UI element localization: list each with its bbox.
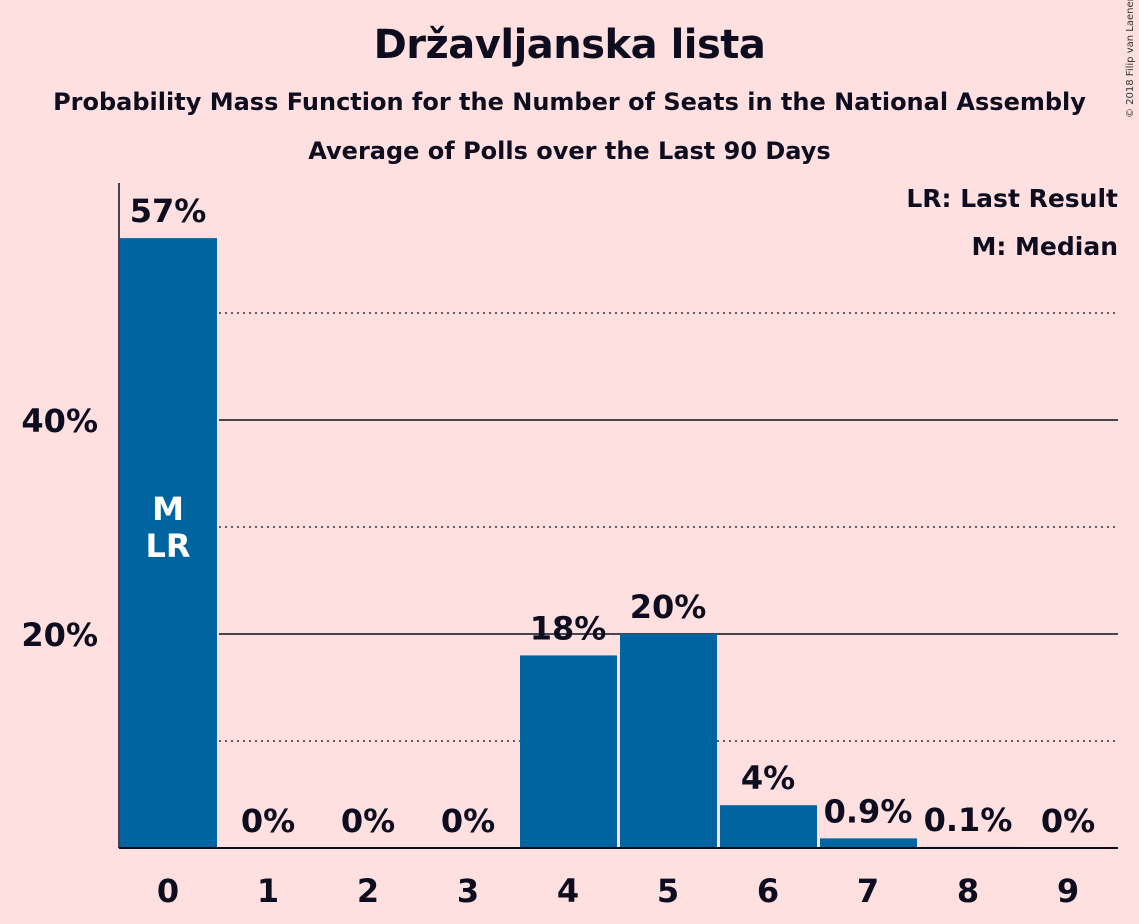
bar	[720, 805, 817, 848]
legend-last-result: LR: Last Result	[906, 184, 1118, 213]
bar	[820, 838, 917, 848]
x-tick-label: 2	[357, 872, 379, 910]
data-label: 0%	[241, 802, 295, 840]
chart-title: Državljanska lista	[373, 22, 766, 68]
last-result-marker: LR	[145, 527, 190, 565]
x-tick-label: 1	[257, 872, 279, 910]
legend-median: M: Median	[971, 232, 1118, 261]
median-marker: M	[152, 490, 184, 528]
chart-subtitle: Probability Mass Function for the Number…	[53, 88, 1086, 116]
x-tick-label: 5	[657, 872, 679, 910]
data-label: 0.9%	[824, 792, 913, 830]
y-tick-label: 20%	[21, 616, 98, 654]
data-label: 4%	[741, 759, 795, 797]
x-tick-label: 0	[157, 872, 179, 910]
x-tick-label: 6	[757, 872, 779, 910]
data-label: 0%	[341, 802, 395, 840]
x-tick-label: 3	[457, 872, 479, 910]
bar	[120, 238, 217, 849]
data-label: 18%	[530, 609, 607, 647]
x-tick-label: 9	[1057, 872, 1079, 910]
y-tick-label: 40%	[21, 402, 98, 440]
bar	[520, 655, 617, 848]
data-label: 57%	[130, 192, 207, 230]
bar	[620, 634, 717, 848]
x-tick-label: 7	[857, 872, 879, 910]
x-tick-label: 8	[957, 872, 979, 910]
x-tick-label: 4	[557, 872, 579, 910]
data-label: 0.1%	[924, 801, 1013, 839]
data-label: 0%	[1041, 802, 1095, 840]
data-label: 0%	[441, 802, 495, 840]
data-label: 20%	[630, 588, 707, 626]
chart-subtitle-period: Average of Polls over the Last 90 Days	[308, 137, 831, 165]
